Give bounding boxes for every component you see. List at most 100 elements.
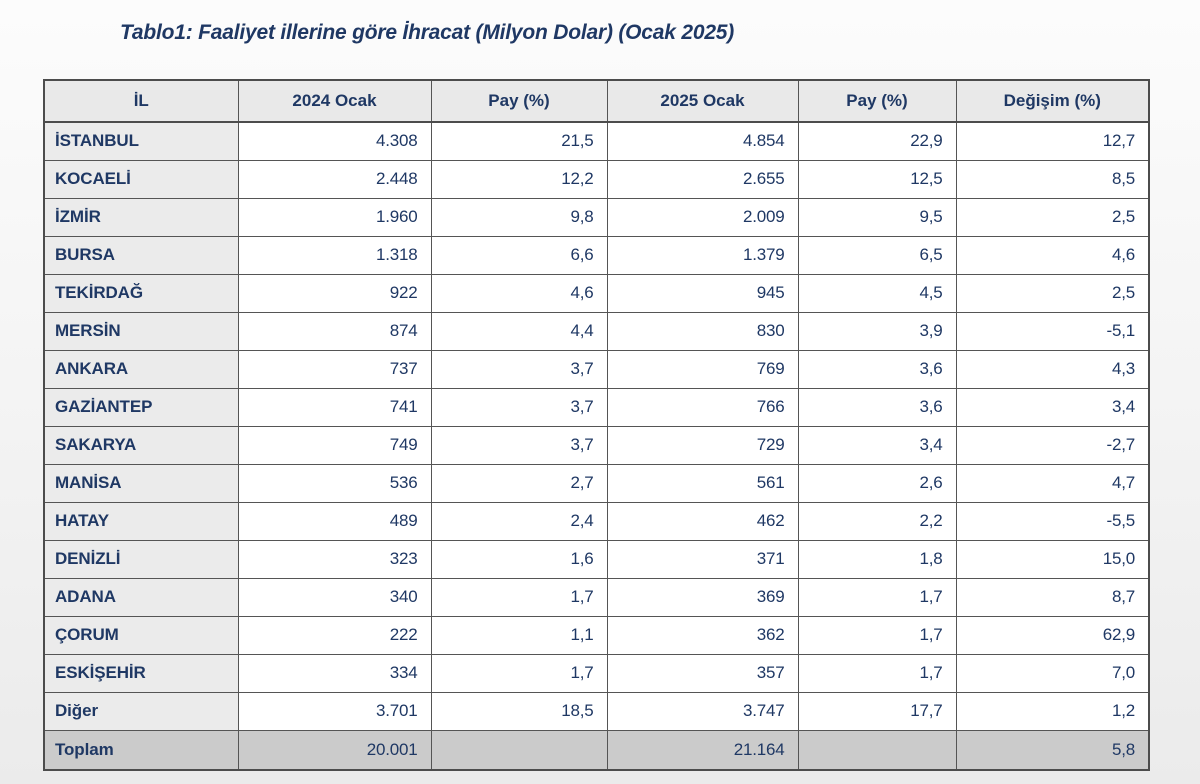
col-header-2025-ocak: 2025 Ocak (606, 79, 799, 123)
cell-2024-value: 323 (237, 539, 432, 579)
cell-2025-value: 371 (606, 539, 799, 579)
cell-province: ÇORUM (43, 615, 239, 655)
cell-2024-value: 741 (237, 387, 432, 427)
cell-2025-value: 2.009 (606, 197, 799, 237)
cell-pay-2025: 2,2 (797, 501, 957, 541)
cell-province: SAKARYA (43, 425, 239, 465)
table-body: İSTANBUL 4.308 21,5 4.854 22,9 12,7 KOCA… (43, 121, 1150, 771)
cell-pay-2025: 3,6 (797, 349, 957, 389)
cell-pay-2025: 9,5 (797, 197, 957, 237)
table-row: ESKİŞEHİR 334 1,7 357 1,7 7,0 (43, 653, 1150, 693)
cell-degisim: 8,5 (955, 159, 1150, 199)
cell-degisim: 15,0 (955, 539, 1150, 579)
cell-pay-2024: 4,6 (430, 273, 608, 313)
cell-pay-2025: 3,4 (797, 425, 957, 465)
table-row: ÇORUM 222 1,1 362 1,7 62,9 (43, 615, 1150, 655)
cell-degisim: 4,3 (955, 349, 1150, 389)
cell-2024-value: 340 (237, 577, 432, 617)
cell-degisim: 4,7 (955, 463, 1150, 503)
cell-2024-value: 3.701 (237, 691, 432, 731)
cell-2025-value: 561 (606, 463, 799, 503)
table-row: İZMİR 1.960 9,8 2.009 9,5 2,5 (43, 197, 1150, 237)
table-row: Diğer 3.701 18,5 3.747 17,7 1,2 (43, 691, 1150, 731)
cell-2024-value: 737 (237, 349, 432, 389)
cell-province: ESKİŞEHİR (43, 653, 239, 693)
cell-degisim: 3,4 (955, 387, 1150, 427)
cell-pay-2024 (430, 729, 608, 771)
cell-province: MERSİN (43, 311, 239, 351)
cell-pay-2024: 4,4 (430, 311, 608, 351)
cell-2024-value: 749 (237, 425, 432, 465)
cell-2024-value: 4.308 (237, 121, 432, 161)
cell-province: ANKARA (43, 349, 239, 389)
table-row: ADANA 340 1,7 369 1,7 8,7 (43, 577, 1150, 617)
table-row: SAKARYA 749 3,7 729 3,4 -2,7 (43, 425, 1150, 465)
cell-2025-value: 830 (606, 311, 799, 351)
cell-degisim: 12,7 (955, 121, 1150, 161)
cell-degisim: -5,1 (955, 311, 1150, 351)
col-header-pay-2025: Pay (%) (797, 79, 957, 123)
cell-province: BURSA (43, 235, 239, 275)
cell-province: GAZİANTEP (43, 387, 239, 427)
cell-pay-2025 (797, 729, 957, 771)
cell-2025-value: 21.164 (606, 729, 799, 771)
cell-pay-2024: 18,5 (430, 691, 608, 731)
cell-2025-value: 729 (606, 425, 799, 465)
cell-pay-2025: 4,5 (797, 273, 957, 313)
cell-pay-2025: 2,6 (797, 463, 957, 503)
cell-province: TEKİRDAĞ (43, 273, 239, 313)
cell-province: MANİSA (43, 463, 239, 503)
cell-pay-2024: 1,1 (430, 615, 608, 655)
table-row: ANKARA 737 3,7 769 3,6 4,3 (43, 349, 1150, 389)
cell-2024-value: 489 (237, 501, 432, 541)
cell-2024-value: 334 (237, 653, 432, 693)
cell-province: ADANA (43, 577, 239, 617)
cell-2025-value: 769 (606, 349, 799, 389)
cell-degisim: 5,8 (955, 729, 1150, 771)
cell-2024-value: 1.960 (237, 197, 432, 237)
cell-2024-value: 1.318 (237, 235, 432, 275)
cell-degisim: 4,6 (955, 235, 1150, 275)
cell-pay-2025: 3,9 (797, 311, 957, 351)
cell-pay-2025: 1,8 (797, 539, 957, 579)
cell-province: DENİZLİ (43, 539, 239, 579)
cell-pay-2025: 1,7 (797, 653, 957, 693)
cell-2025-value: 357 (606, 653, 799, 693)
cell-province: Toplam (43, 729, 239, 771)
table-row: MANİSA 536 2,7 561 2,6 4,7 (43, 463, 1150, 503)
cell-2025-value: 3.747 (606, 691, 799, 731)
table-row: BURSA 1.318 6,6 1.379 6,5 4,6 (43, 235, 1150, 275)
cell-pay-2025: 22,9 (797, 121, 957, 161)
cell-pay-2025: 6,5 (797, 235, 957, 275)
table-row: TEKİRDAĞ 922 4,6 945 4,5 2,5 (43, 273, 1150, 313)
cell-pay-2024: 1,7 (430, 577, 608, 617)
cell-pay-2024: 2,7 (430, 463, 608, 503)
cell-2025-value: 766 (606, 387, 799, 427)
col-header-il: İL (43, 79, 239, 123)
cell-2025-value: 2.655 (606, 159, 799, 199)
cell-2025-value: 4.854 (606, 121, 799, 161)
table-row: KOCAELİ 2.448 12,2 2.655 12,5 8,5 (43, 159, 1150, 199)
cell-pay-2024: 21,5 (430, 121, 608, 161)
cell-pay-2024: 3,7 (430, 425, 608, 465)
cell-2024-value: 222 (237, 615, 432, 655)
cell-pay-2024: 9,8 (430, 197, 608, 237)
cell-degisim: 7,0 (955, 653, 1150, 693)
cell-pay-2024: 2,4 (430, 501, 608, 541)
cell-2025-value: 369 (606, 577, 799, 617)
cell-2025-value: 945 (606, 273, 799, 313)
cell-pay-2024: 6,6 (430, 235, 608, 275)
cell-pay-2025: 17,7 (797, 691, 957, 731)
cell-2024-value: 20.001 (237, 729, 432, 771)
table-title: Tablo1: Faaliyet illerine göre İhracat (… (120, 21, 735, 44)
cell-pay-2024: 3,7 (430, 387, 608, 427)
cell-2024-value: 536 (237, 463, 432, 503)
cell-province: İZMİR (43, 197, 239, 237)
cell-province: KOCAELİ (43, 159, 239, 199)
table-row: HATAY 489 2,4 462 2,2 -5,5 (43, 501, 1150, 541)
cell-degisim: 2,5 (955, 197, 1150, 237)
cell-pay-2024: 1,6 (430, 539, 608, 579)
export-table: İL 2024 Ocak Pay (%) 2025 Ocak Pay (%) D… (43, 79, 1150, 771)
cell-2025-value: 362 (606, 615, 799, 655)
